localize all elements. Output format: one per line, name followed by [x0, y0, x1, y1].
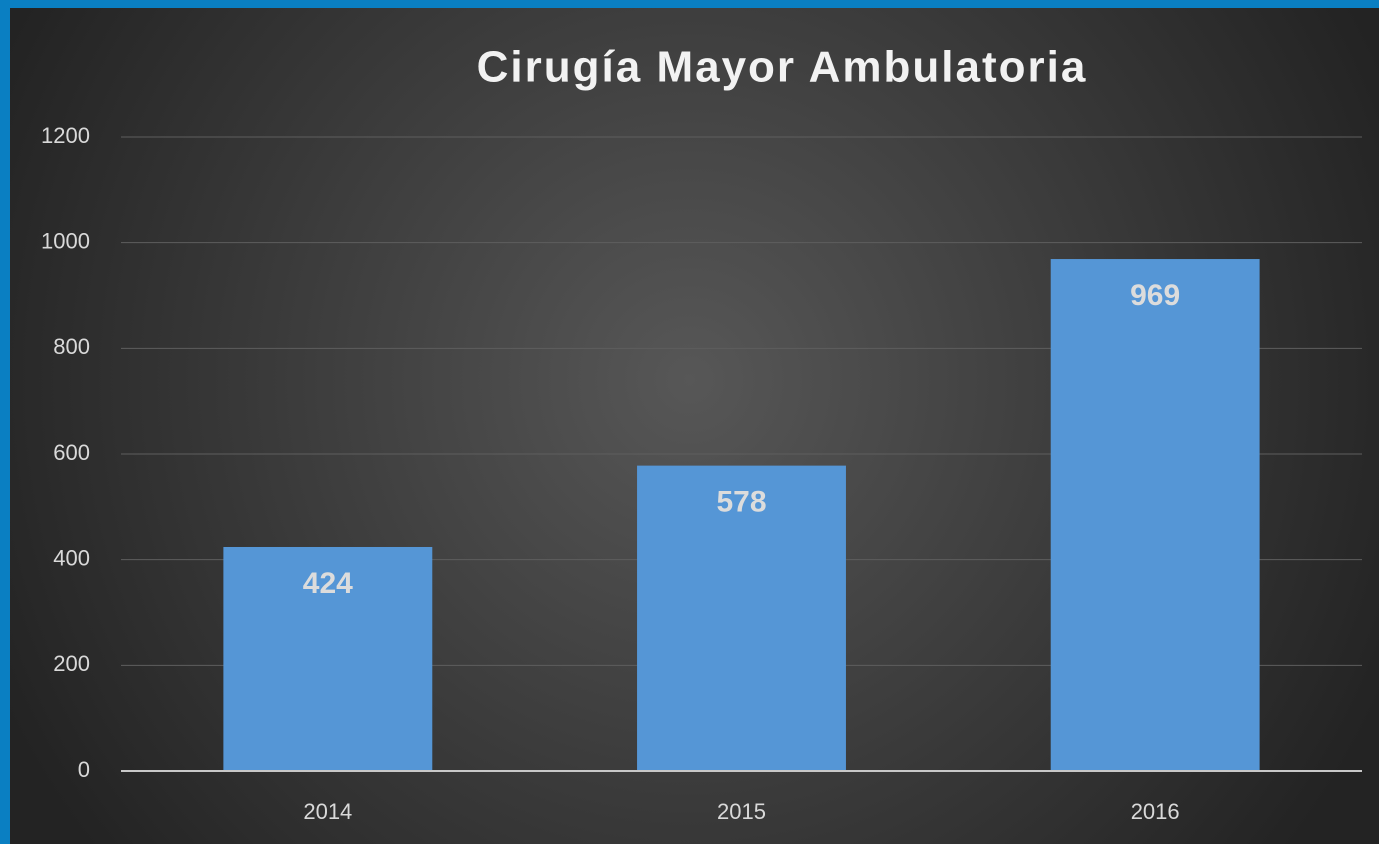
- x-tick-label: 2014: [303, 799, 352, 824]
- x-tick-label: 2015: [717, 799, 766, 824]
- y-tick-label: 0: [78, 757, 90, 782]
- y-tick-label: 800: [53, 334, 90, 359]
- y-tick-label: 200: [53, 651, 90, 676]
- bar: [1050, 259, 1260, 771]
- bar: [223, 546, 433, 771]
- y-tick-label: 600: [53, 440, 90, 465]
- data-label: 424: [303, 567, 353, 600]
- bar: [637, 465, 846, 771]
- y-tick-label: 400: [53, 545, 90, 570]
- data-label: 578: [716, 486, 766, 519]
- y-tick-label: 1200: [41, 123, 90, 148]
- x-tick-label: 2016: [1131, 799, 1180, 824]
- chart-title: Cirugía Mayor Ambulatoria: [477, 43, 1088, 92]
- y-tick-label: 1000: [41, 228, 90, 253]
- data-label: 969: [1130, 279, 1180, 312]
